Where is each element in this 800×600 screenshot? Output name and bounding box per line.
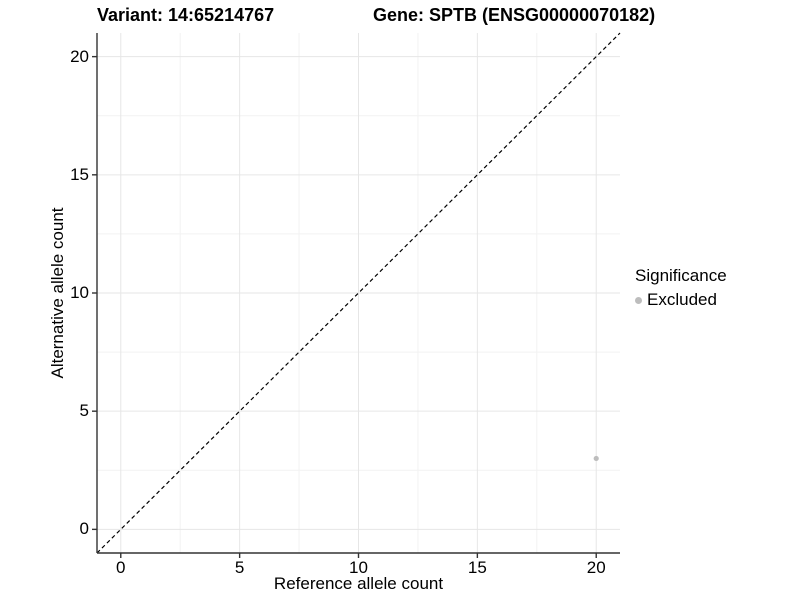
x-tick-label: 5	[234, 558, 245, 577]
y-tick-label: 10	[70, 283, 89, 302]
legend: Significance Excluded	[635, 266, 727, 310]
x-tick-label: 15	[467, 558, 487, 577]
major-gridlines	[97, 33, 620, 553]
y-tick-label: 5	[79, 401, 89, 421]
data-points	[593, 455, 599, 462]
legend-key-dot-icon	[635, 296, 642, 304]
x-axis-title: Reference allele count	[273, 574, 444, 593]
legend-title: Significance	[635, 266, 727, 285]
plot-title-variant: Variant: 14:65214767	[97, 5, 275, 25]
plot-title-gene: Gene: SPTB (ENSG00000070182)	[373, 5, 656, 25]
identity-line-path	[96, 32, 621, 554]
legend-item-label: Excluded	[647, 290, 717, 309]
identity-line	[96, 32, 621, 554]
y-tick-label: 0	[79, 519, 89, 539]
x-tick-label: 10	[349, 558, 368, 577]
x-tick-label: 0	[116, 558, 126, 577]
legend-item-excluded: Excluded	[635, 290, 727, 310]
y-axis-title: Alternative allele count	[48, 207, 67, 379]
tick-marks	[92, 55, 597, 558]
data-point	[593, 455, 599, 462]
x-tick-label: 20	[586, 558, 606, 577]
y-tick-label: 20	[70, 46, 89, 66]
y-tick-label: 15	[70, 164, 89, 184]
